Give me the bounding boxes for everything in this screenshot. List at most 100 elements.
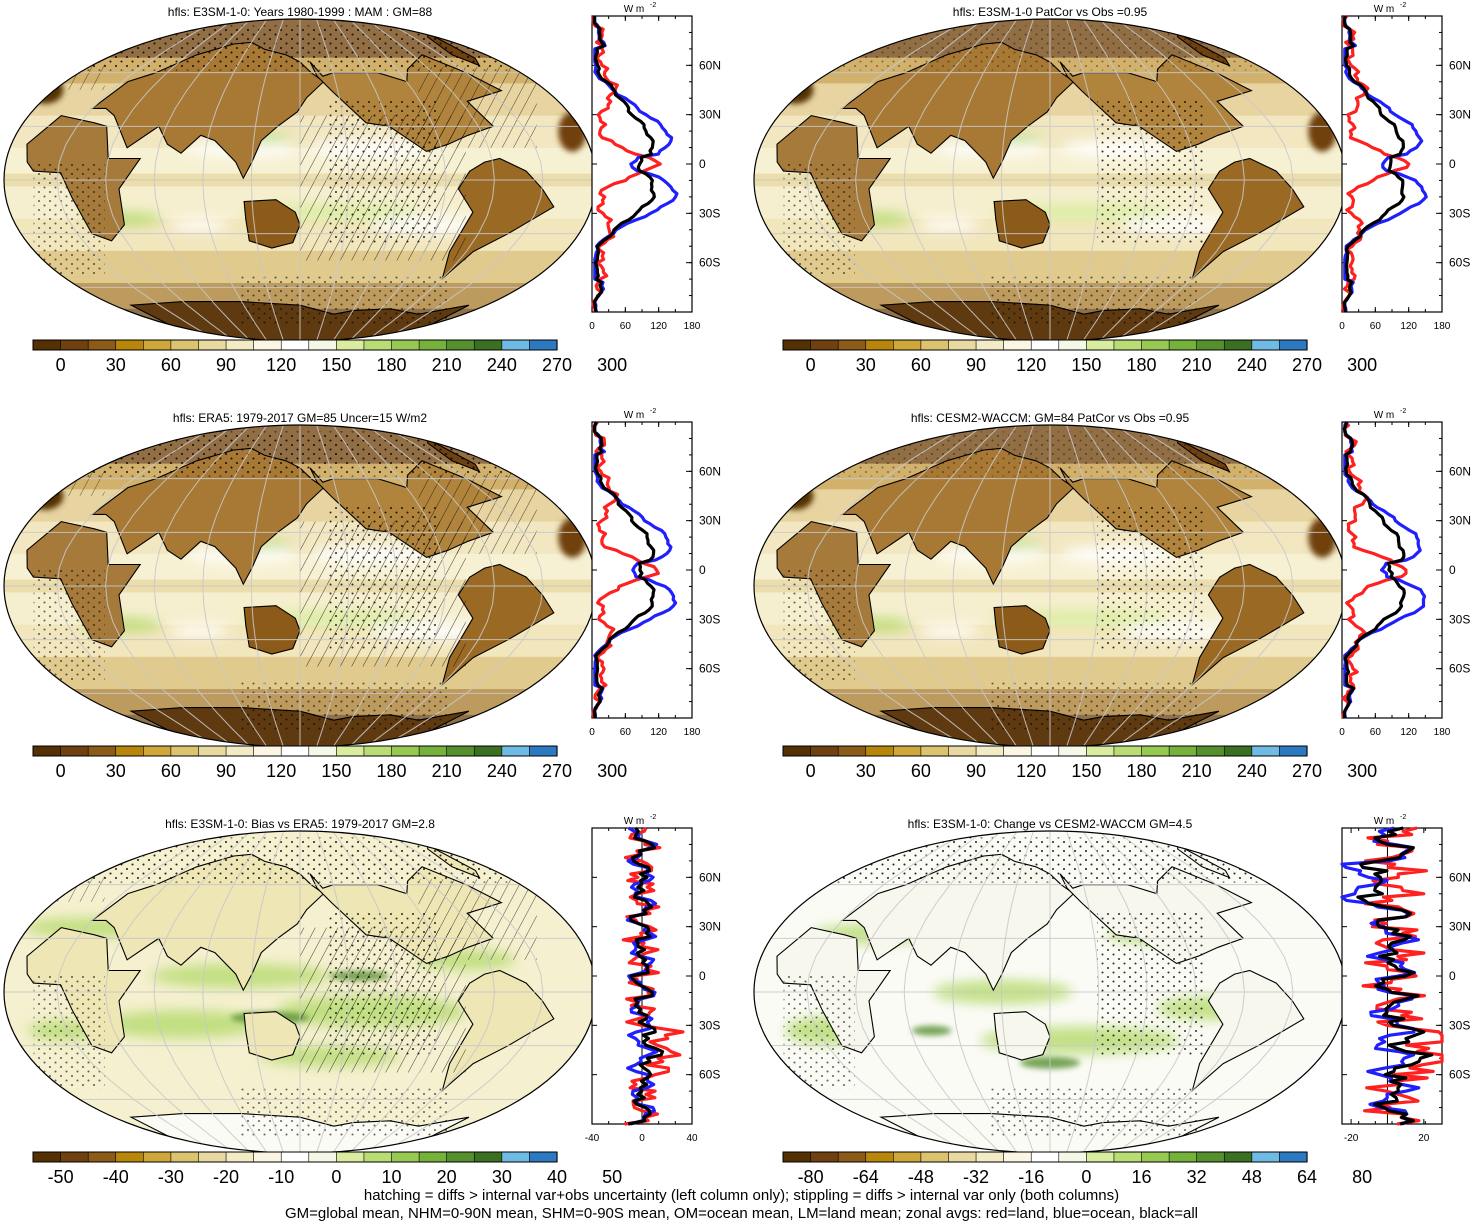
graticule-lon: [202, 831, 268, 1153]
zonal-xtick-label: 60: [1370, 727, 1382, 738]
zonal-xtick-label: -20: [1344, 1133, 1359, 1144]
colorbar-swatch: [418, 745, 448, 757]
colorbar-swatch: [446, 339, 475, 351]
graticule-lon: [1115, 19, 1245, 341]
colorbar-swatch: [1058, 745, 1087, 757]
zonal-lat-label: 30N: [699, 108, 721, 122]
colorbar-label: 270: [1292, 355, 1322, 375]
graticule-lon: [952, 831, 1018, 1153]
colorbar-swatch: [1223, 1151, 1253, 1163]
zonal-xtick-label: 120: [1400, 727, 1417, 738]
stippling: [1097, 99, 1204, 245]
stippling: [990, 1088, 1198, 1137]
colorbar-label: 300: [1347, 761, 1377, 781]
colorbar-swatch: [1058, 339, 1087, 351]
colorbar-swatch: [87, 339, 117, 351]
colorbar-swatch: [418, 339, 448, 351]
zonal-lat-label: 30S: [1449, 206, 1470, 220]
colorbar-swatch: [280, 1151, 310, 1163]
colorbar-swatch: [473, 339, 503, 351]
stippling: [990, 276, 1198, 325]
zonal-plot: -40 0 40 60N 30N 0 30S 60S W m -2: [585, 814, 721, 1144]
colorbar-label: 0: [1081, 1167, 1091, 1187]
colorbar-swatch: [391, 745, 420, 757]
colorbar-swatch: [418, 1151, 448, 1163]
colorbar-swatch: [198, 745, 227, 757]
colorbar-label: 120: [1016, 355, 1046, 375]
colorbar-frame: [782, 339, 1308, 351]
graticule-lon: [1000, 831, 1034, 1153]
colorbar-swatch: [363, 745, 393, 757]
graticule-lon: [855, 425, 985, 747]
colorbar-label: 32: [1187, 1167, 1207, 1187]
panel-title: hfls: ERA5: 1979-2017 GM=85 Uncer=15 W/m…: [173, 411, 427, 425]
colorbar-swatch: [837, 339, 867, 351]
colorbar-swatch: [143, 339, 172, 351]
sahara: [777, 75, 814, 104]
colorbar-swatch: [501, 1151, 531, 1163]
graticule-lon: [250, 425, 284, 747]
colorbar-swatch: [1279, 339, 1308, 351]
colorbar-swatch: [363, 339, 393, 351]
graticule-lon: [1082, 19, 1148, 341]
colorbar-label: -40: [103, 1167, 129, 1187]
graticule-lon: [332, 19, 398, 341]
colorbar-label: -48: [908, 1167, 934, 1187]
colorbar-label: 270: [1292, 761, 1322, 781]
colorbar-swatch: [975, 745, 1005, 757]
graticule-lon: [1000, 425, 1034, 747]
graticule: [4, 425, 596, 747]
zonal-unit-exp: -2: [1400, 408, 1406, 415]
zonal-line-all: [592, 16, 656, 313]
graticule-lon: [56, 19, 218, 341]
colorbar-label: -80: [798, 1167, 824, 1187]
zonal-lat-label: 30N: [1449, 920, 1471, 934]
graticule: [754, 831, 1346, 1153]
colorbar-label: 240: [487, 355, 517, 375]
zonal-lat-label: 60S: [699, 662, 720, 676]
colorbar-label: 64: [1297, 1167, 1317, 1187]
zonal-lat-label: 30S: [699, 1018, 720, 1032]
graticule-lon: [349, 425, 447, 747]
graticule-lon: [365, 831, 495, 1153]
world-map: [753, 424, 1347, 748]
colorbar-label: 270: [542, 761, 572, 781]
zonal-xtick-label: 40: [686, 1133, 698, 1144]
colorbar-swatch: [225, 745, 255, 757]
colorbar-label: 210: [432, 761, 462, 781]
colorbar-swatch: [501, 745, 531, 757]
colorbar-swatch: [280, 745, 310, 757]
graticule-lon: [382, 425, 544, 747]
land-samerica: [441, 157, 555, 280]
graticule-lon: [952, 19, 1018, 341]
colorbar-swatch: [32, 339, 62, 351]
colorbar-label: 120: [1016, 761, 1046, 781]
colorbar-label: -50: [48, 1167, 74, 1187]
zonal-line-all: [1342, 15, 1406, 313]
panel-title: hfls: E3SM-1-0 PatCor vs Obs =0.95: [953, 5, 1148, 19]
graticule-lon: [105, 425, 235, 747]
land-samerica: [1191, 563, 1305, 686]
colorbar-label: 30: [106, 355, 126, 375]
colorbar-label: 240: [487, 761, 517, 781]
world-map: [3, 424, 597, 748]
colorbar-swatch: [1003, 339, 1032, 351]
zonal-plot: 0 60 120 180 60N 30N 0 30S 60S W m -2: [589, 408, 721, 738]
land-samerica: [1191, 157, 1305, 280]
colorbar-swatch: [1251, 1151, 1281, 1163]
colorbar-swatch: [391, 1151, 420, 1163]
zonal-xtick-label: 120: [650, 321, 667, 332]
graticule: [754, 425, 1346, 747]
zonal-lat-label: 60N: [1449, 464, 1471, 478]
footnote-legend: GM=global mean, NHM=0-90N mean, SHM=0-90…: [284, 1205, 1198, 1222]
colorbar-swatch: [308, 745, 337, 757]
colorbar-swatch: [143, 1151, 172, 1163]
graticule-lon: [316, 831, 350, 1153]
colorbar-swatch: [253, 339, 282, 351]
zonal-xtick-label: 20: [1418, 1133, 1430, 1144]
colorbar: 0 30 60 90 120 150 180 210 240 270 300: [32, 339, 627, 375]
colorbar-swatch: [308, 339, 337, 351]
sahara: [777, 481, 814, 510]
colorbar-label: 150: [321, 355, 351, 375]
panel-title: hfls: CESM2-WACCM: GM=84 PatCor vs Obs =…: [911, 411, 1190, 425]
